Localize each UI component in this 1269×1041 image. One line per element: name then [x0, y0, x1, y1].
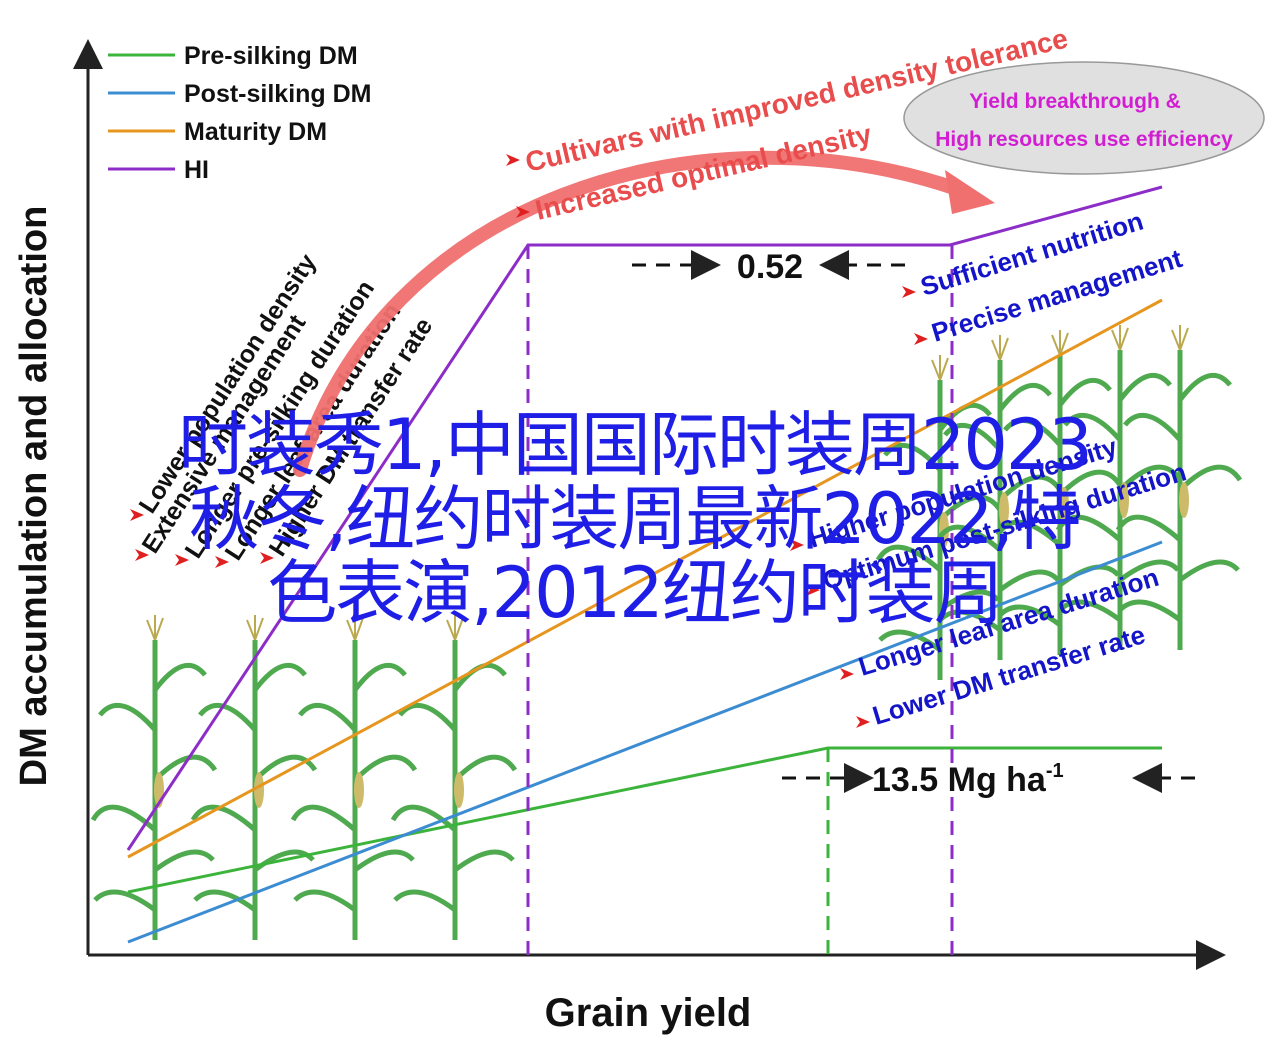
- big-curved-arrow: [293, 150, 967, 477]
- ellipse-text-line1: Yield breakthrough &: [969, 90, 1181, 113]
- hi-gap-annotation: 0.52: [632, 248, 905, 286]
- hi-gap-value: 0.52: [737, 248, 803, 286]
- legend-label-maturity: Maturity DM: [184, 118, 327, 146]
- line-hi: [126, 185, 1163, 851]
- right-arrowhead: [856, 716, 870, 728]
- line-post-silking-dm: [127, 540, 1163, 944]
- right-arrowhead: [840, 668, 854, 680]
- left-arrowhead: [175, 554, 189, 566]
- maize-plant: [93, 615, 215, 940]
- yield-gap-value: 13.5 Mg ha-1: [872, 760, 1064, 799]
- line-maturity-dm: [127, 298, 1163, 859]
- right-arrowhead: [914, 333, 928, 345]
- left-arrowhead: [260, 552, 274, 564]
- maize-plants-left: [93, 615, 515, 940]
- left-factor-labels: Lower population density Extensive manag…: [134, 249, 439, 565]
- left-arrowhead: [130, 509, 144, 521]
- right-arrowhead: [902, 286, 916, 298]
- left-arrowhead: [215, 556, 229, 568]
- legend-label-pre-silking: Pre-silking DM: [184, 42, 358, 70]
- right-labels-upper: Sufficient nutrition Precise management: [917, 205, 1186, 347]
- yield-gap-annotation: 13.5 Mg ha-1: [782, 760, 1195, 799]
- legend-label-post-silking: Post-silking DM: [184, 80, 372, 108]
- maize-plant: [193, 615, 315, 940]
- big-curved-arrowhead: [945, 170, 995, 214]
- maize-plant: [293, 615, 415, 940]
- y-axis-label: DM accumulation and allocation: [13, 206, 55, 787]
- ellipse-text-line2: High resources use efficiency: [935, 128, 1233, 151]
- right-labels-lower: Higher population density Optimum post-s…: [805, 431, 1190, 731]
- right-arrowhead: [806, 584, 820, 596]
- yield-breakthrough-ellipse: [903, 61, 1265, 175]
- legend: Pre-silking DM Post-silking DM Maturity …: [108, 42, 372, 184]
- legend-label-hi: HI: [184, 156, 209, 184]
- maize-plant: [393, 615, 515, 940]
- x-axis-label: Grain yield: [545, 991, 752, 1035]
- right-arrowhead: [790, 539, 804, 551]
- top-arrowhead: [506, 154, 520, 166]
